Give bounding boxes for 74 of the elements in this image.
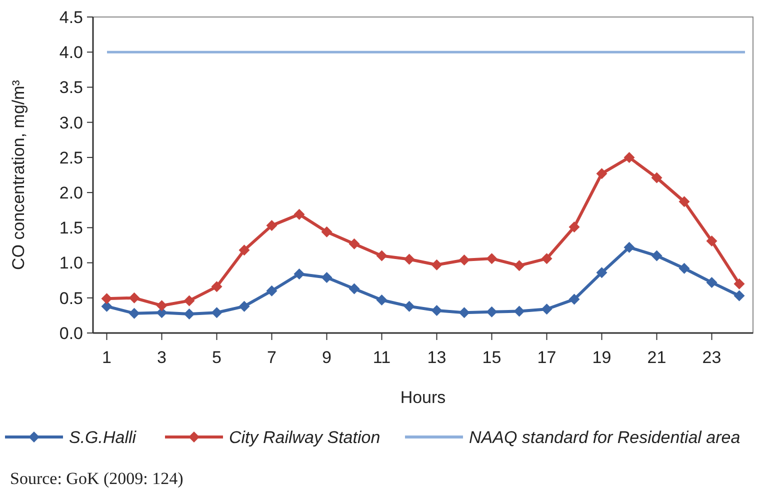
point bbox=[376, 250, 388, 262]
y-tick-label: 2.5 bbox=[59, 148, 83, 168]
x-tick-label: 23 bbox=[702, 348, 722, 367]
point bbox=[101, 293, 112, 304]
point bbox=[541, 304, 552, 315]
point bbox=[266, 220, 278, 232]
point bbox=[211, 307, 222, 318]
y-axis-title: CO concentration, mg/m³ bbox=[9, 80, 28, 270]
point bbox=[514, 260, 525, 272]
point bbox=[624, 242, 635, 253]
source-note: Source: GoK (2009: 124) bbox=[10, 469, 184, 488]
point bbox=[431, 305, 442, 316]
y-tick-label: 4.5 bbox=[59, 8, 83, 27]
x-tick-label: 11 bbox=[372, 348, 391, 367]
point bbox=[568, 221, 580, 232]
point bbox=[678, 196, 690, 208]
point bbox=[156, 300, 168, 312]
point bbox=[514, 306, 525, 317]
point bbox=[238, 300, 250, 312]
y-tick-label: 3.0 bbox=[59, 113, 83, 132]
point bbox=[706, 236, 718, 247]
y-tick-label: 3.5 bbox=[59, 78, 83, 98]
point bbox=[486, 253, 498, 264]
point bbox=[541, 253, 552, 264]
point bbox=[458, 254, 470, 266]
x-tick-label: 7 bbox=[267, 348, 276, 367]
point bbox=[458, 307, 470, 318]
legend-label: City Railway Station bbox=[229, 428, 380, 447]
y-tick-label: 1.5 bbox=[59, 218, 83, 238]
point bbox=[376, 294, 388, 306]
point bbox=[238, 244, 250, 256]
y-tick-label: 2.0 bbox=[59, 184, 83, 203]
point bbox=[184, 295, 195, 306]
point bbox=[651, 172, 662, 184]
point bbox=[706, 276, 718, 288]
x-tick-label: 1 bbox=[102, 348, 112, 367]
point bbox=[651, 250, 662, 262]
x-tick-label: 3 bbox=[157, 348, 166, 367]
point bbox=[596, 168, 608, 180]
x-tick-label: 13 bbox=[427, 348, 446, 367]
x-tick-label: 15 bbox=[482, 348, 502, 367]
point bbox=[266, 285, 278, 296]
point bbox=[624, 152, 635, 163]
point bbox=[568, 294, 580, 305]
legend-label: S.G.Halli bbox=[69, 428, 138, 447]
y-tick-label: 4.0 bbox=[59, 43, 83, 62]
point bbox=[431, 259, 442, 270]
point bbox=[294, 268, 305, 280]
point bbox=[734, 278, 745, 290]
y-tick-label: 1.0 bbox=[59, 254, 83, 273]
point bbox=[734, 290, 745, 302]
point bbox=[321, 226, 332, 238]
point bbox=[128, 292, 140, 304]
x-tick-label: 21 bbox=[647, 348, 666, 367]
x-tick-label: 17 bbox=[537, 348, 556, 367]
x-axis-title: Hours bbox=[400, 388, 446, 407]
x-tick-label: 19 bbox=[592, 348, 612, 367]
point bbox=[404, 254, 415, 265]
point bbox=[404, 300, 415, 312]
point bbox=[128, 308, 140, 319]
point bbox=[596, 267, 608, 278]
point bbox=[211, 281, 222, 292]
y-tick-label: 0.5 bbox=[59, 288, 83, 308]
y-tick-label: 0.0 bbox=[59, 324, 83, 343]
x-tick-label: 9 bbox=[322, 348, 332, 367]
point bbox=[348, 238, 360, 250]
point bbox=[348, 283, 360, 294]
point bbox=[678, 262, 690, 274]
point bbox=[321, 272, 332, 284]
x-tick-label: 5 bbox=[212, 348, 222, 367]
point bbox=[294, 208, 305, 220]
point bbox=[486, 306, 498, 318]
legend-label: NAAQ standard for Residential area bbox=[469, 428, 740, 447]
point bbox=[184, 308, 195, 320]
